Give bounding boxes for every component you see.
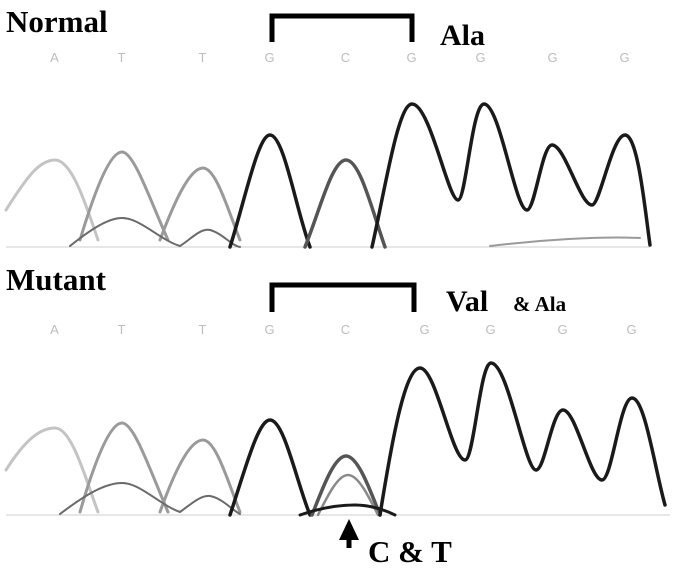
base-call: G	[626, 322, 637, 337]
base-call: T	[199, 322, 208, 337]
normal-panel: Normal Ala A T T G C G G G G	[4, 4, 652, 249]
codon-label-main: Val	[446, 285, 488, 318]
trace-t-peak	[158, 438, 242, 514]
base-call: G	[557, 322, 568, 337]
base-call: T	[118, 322, 127, 337]
base-call: G	[485, 322, 496, 337]
codon-label-extra: & Ala	[513, 292, 567, 316]
base-call: G	[264, 322, 275, 337]
trace-g-run	[370, 102, 652, 249]
mutation-label: C & T	[368, 534, 452, 569]
codon-bracket	[269, 282, 417, 312]
base-call: A	[50, 322, 60, 337]
base-call: T	[199, 50, 208, 65]
base-call: C	[341, 50, 351, 65]
mutation-arrow-shaft	[346, 538, 352, 548]
trace-noise	[489, 236, 641, 247]
trace-minor-peaks	[69, 217, 241, 248]
base-call-row: A T T G C G G G G	[50, 322, 637, 337]
base-call: G	[406, 50, 417, 65]
base-call: G	[419, 322, 430, 337]
base-call-row: A T T G C G G G G	[50, 50, 630, 65]
trace-g-peak	[228, 418, 312, 517]
codon-label: Ala	[440, 19, 485, 52]
base-call: G	[475, 50, 486, 65]
trace-t-peak	[78, 150, 170, 242]
trace-g-run	[378, 361, 667, 517]
trace-c-peak	[310, 454, 382, 517]
base-call: G	[547, 50, 558, 65]
trace-t-peak	[78, 421, 170, 514]
trace-t-peak-overlap	[316, 473, 380, 517]
mutant-label: Mutant	[6, 262, 107, 297]
trace-a-peak	[4, 158, 100, 242]
trace-minor-peaks	[59, 482, 241, 515]
base-call: G	[619, 50, 630, 65]
mutation-arrow-icon	[339, 519, 359, 540]
base-call: C	[341, 322, 351, 337]
mutant-panel: Mutant Val & Ala A T T G C G G G G	[4, 262, 670, 569]
trace-g-peak	[228, 133, 312, 249]
chromatogram-traces	[4, 102, 652, 249]
trace-baseline-dip	[298, 503, 397, 517]
chromatogram-traces	[4, 361, 670, 517]
trace-t-peak	[158, 166, 242, 242]
normal-label: Normal	[6, 4, 108, 39]
base-call: T	[118, 50, 127, 65]
trace-c-peak	[303, 158, 387, 249]
base-call: A	[50, 50, 60, 65]
base-call: G	[264, 50, 275, 65]
codon-bracket	[269, 13, 415, 42]
